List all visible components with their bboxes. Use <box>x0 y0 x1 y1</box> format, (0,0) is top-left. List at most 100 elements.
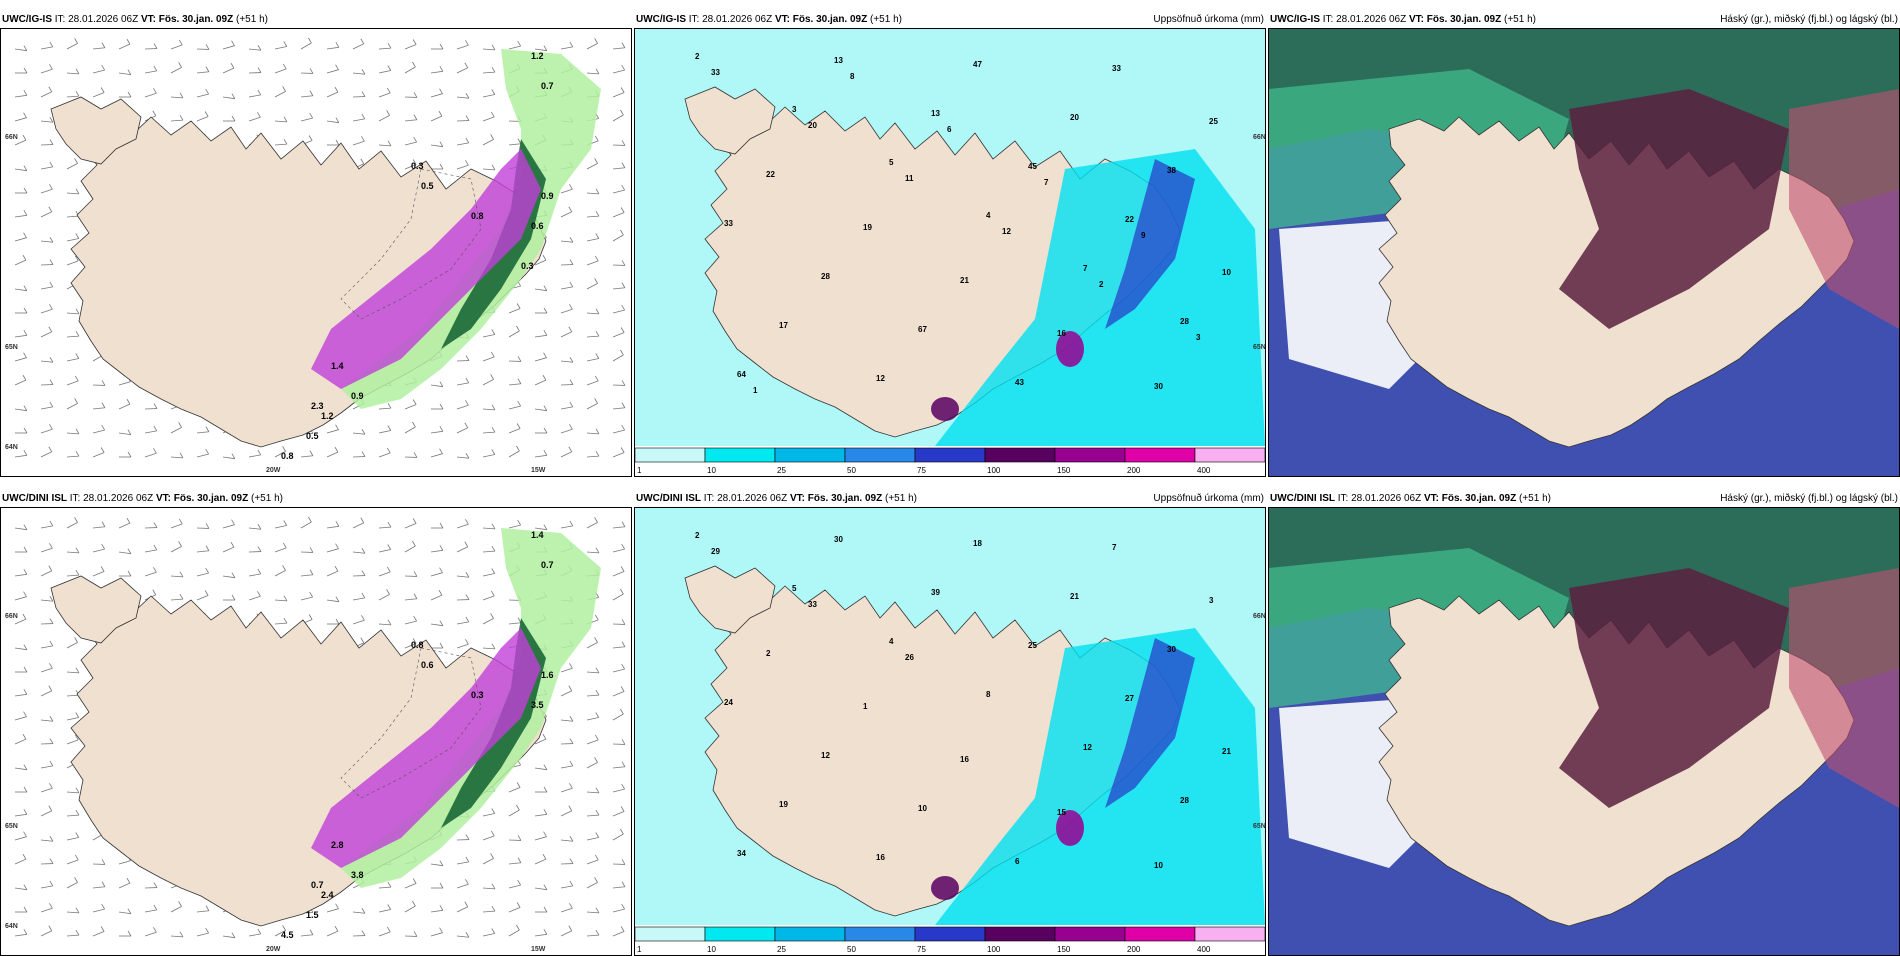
map-value-label: 4 <box>986 211 991 220</box>
map-value-label: 13 <box>834 56 843 65</box>
map-value-label: 12 <box>821 751 830 760</box>
map-value-label: 1.5 <box>306 910 319 920</box>
map-value-label: 0.8 <box>411 640 424 650</box>
map-value-label: 3 <box>792 105 797 114</box>
map-value-label: 0.9 <box>541 191 554 201</box>
panel-bottom-left: UWC/DINI ISL IT: 28.01.2026 06Z VT: Fös.… <box>0 491 632 956</box>
run-info: UWC/DINI ISL IT: 28.01.2026 06Z VT: Fös.… <box>1270 493 1551 504</box>
colorbar-tick: 400 <box>1197 466 1211 475</box>
map-value-label: 12 <box>1083 743 1092 752</box>
latitude-label: 66N <box>1253 613 1265 620</box>
map-value-label: 16 <box>960 755 969 764</box>
valid-time: Fös. 30.jan. 09Z <box>1442 493 1516 504</box>
map-value-label: 29 <box>711 547 720 556</box>
colorbar-segment <box>1055 448 1125 462</box>
map-value-label: 10 <box>1222 268 1231 277</box>
colorbar-segment <box>705 448 775 462</box>
map-area <box>1268 507 1900 956</box>
map-value-label: 2 <box>695 531 700 540</box>
latitude-label: 66N <box>1253 134 1265 141</box>
map-value-label: 0.6 <box>531 221 544 231</box>
valid-label: VT: <box>1409 14 1424 25</box>
map-value-label: 0.8 <box>281 451 294 461</box>
lead-time: (+51 h) <box>885 493 917 504</box>
init-time: 28.01.2026 06Z <box>702 14 772 25</box>
field-title: Háský (gr.), miðský (fj.bl.) og lágský (… <box>1720 493 1898 504</box>
map-area <box>1268 28 1900 477</box>
colorbar-segment <box>1195 927 1265 941</box>
panel-top-middle: UWC/IG-IS IT: 28.01.2026 06Z VT: Fös. 30… <box>634 12 1266 477</box>
map-value-label: 5 <box>889 158 894 167</box>
map-value-label: 10 <box>918 804 927 813</box>
map-value-label: 16 <box>876 853 885 862</box>
colorbar-segment <box>985 927 1055 941</box>
colorbar-segment <box>1125 448 1195 462</box>
map-value-label: 1 <box>753 386 758 395</box>
init-label: IT: <box>1338 493 1349 504</box>
map-value-label: 28 <box>1180 796 1189 805</box>
valid-time: Fös. 30.jan. 09Z <box>174 493 248 504</box>
map-value-label: 6 <box>947 125 952 134</box>
map-value-label: 4 <box>889 637 894 646</box>
map-value-label: 47 <box>973 60 982 69</box>
colorbar-tick: 1 <box>637 466 642 475</box>
colorbar-tick: 150 <box>1057 466 1071 475</box>
map-value-label: 67 <box>918 325 927 334</box>
map-value-label: 64 <box>737 370 746 379</box>
model-name: UWC/IG-IS <box>1270 14 1320 25</box>
map-value-label: 8 <box>850 72 855 81</box>
colorbar-segment <box>985 448 1055 462</box>
map-value-label: 11 <box>905 174 914 183</box>
map-value-label: 2 <box>1099 280 1104 289</box>
lead-time: (+51 h) <box>1504 14 1536 25</box>
map-value-label: 21 <box>960 276 969 285</box>
map-value-label: 0.9 <box>351 391 364 401</box>
map-value-label: 22 <box>766 170 775 179</box>
init-label: IT: <box>704 493 715 504</box>
precip-max-dark <box>931 397 959 421</box>
map-value-label: 18 <box>973 539 982 548</box>
model-name: UWC/DINI ISL <box>2 493 67 504</box>
valid-label: VT: <box>156 493 171 504</box>
colorbar-tick: 50 <box>847 466 856 475</box>
map-value-label: 15 <box>1057 808 1066 817</box>
map-value-label: 2 <box>695 52 700 61</box>
valid-label: VT: <box>1424 493 1439 504</box>
init-label: IT: <box>689 14 700 25</box>
map-value-label: 19 <box>779 800 788 809</box>
map-value-label: 21 <box>1070 592 1079 601</box>
map-value-label: 19 <box>863 223 872 232</box>
panel-header: UWC/DINI ISL IT: 28.01.2026 06Z VT: Fös.… <box>1268 491 1900 507</box>
map-value-label: 24 <box>724 698 733 707</box>
colorbar-tick: 75 <box>917 466 926 475</box>
map-value-label: 12 <box>876 374 885 383</box>
init-label: IT: <box>55 14 66 25</box>
map-value-label: 3 <box>1209 596 1214 605</box>
model-name: UWC/DINI ISL <box>636 493 701 504</box>
map-value-label: 8 <box>986 690 991 699</box>
map-value-label: 38 <box>1167 166 1176 175</box>
run-info: UWC/IG-IS IT: 28.01.2026 06Z VT: Fös. 30… <box>2 14 268 25</box>
panel-header: UWC/IG-IS IT: 28.01.2026 06Z VT: Fös. 30… <box>1268 12 1900 28</box>
colorbar-segment <box>915 927 985 941</box>
map-value-label: 0.6 <box>421 660 434 670</box>
lead-time: (+51 h) <box>1519 493 1551 504</box>
field-title: Uppsöfnuð úrkoma (mm) <box>1153 14 1264 25</box>
latitude-label: 64N <box>5 444 18 451</box>
map-value-label: 9 <box>1141 231 1146 240</box>
map-value-label: 7 <box>1044 178 1049 187</box>
map-value-label: 1.2 <box>321 411 334 421</box>
lead-time: (+51 h) <box>236 14 268 25</box>
colorbar-segment <box>1125 927 1195 941</box>
colorbar-tick: 25 <box>777 466 786 475</box>
map-value-label: 1.4 <box>531 530 544 540</box>
map-value-label: 20 <box>808 121 817 130</box>
map-value-label: 27 <box>1125 694 1134 703</box>
latitude-label: 65N <box>1253 344 1265 351</box>
colorbar-tick: 200 <box>1127 466 1141 475</box>
